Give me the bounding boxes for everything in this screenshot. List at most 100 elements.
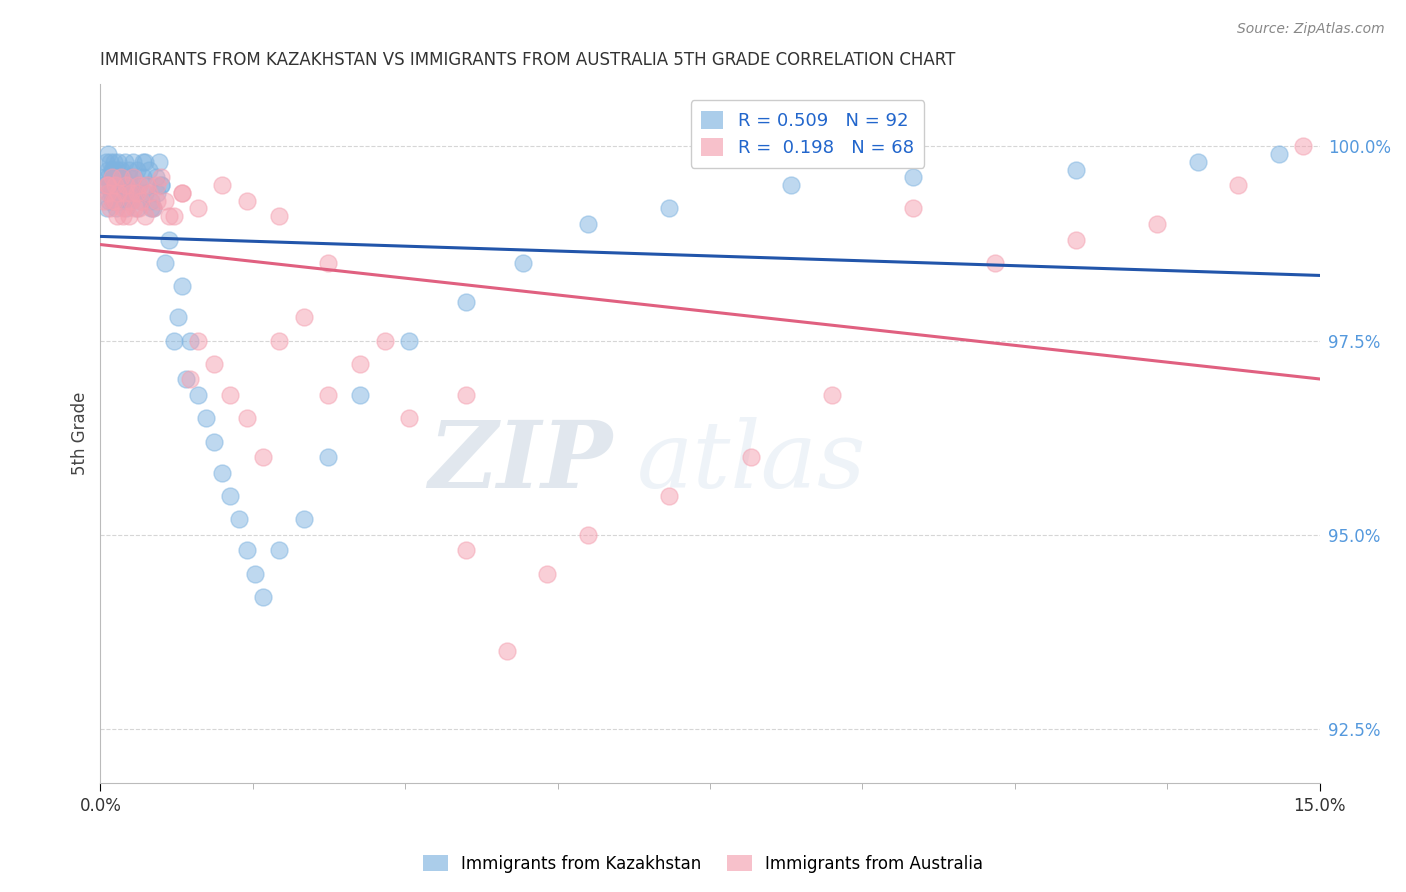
Point [495, 644, 517, 658]
Point [349, 388, 371, 402]
Point [98, 202, 121, 216]
Point [129, 194, 152, 208]
Point [121, 170, 143, 185]
Point [159, 209, 181, 223]
Point [134, 209, 156, 223]
Point [114, 186, 136, 200]
Point [104, 170, 127, 185]
Point [125, 202, 148, 216]
Point [110, 194, 132, 208]
Point [145, 170, 167, 185]
Point [219, 489, 242, 503]
Point [269, 209, 291, 223]
Point [292, 512, 315, 526]
Point [128, 202, 150, 216]
Point [1064, 162, 1087, 177]
Point [112, 209, 135, 223]
Point [658, 489, 681, 503]
Point [120, 194, 142, 208]
Point [121, 154, 143, 169]
Point [187, 202, 209, 216]
Point [97, 147, 120, 161]
Point [96, 178, 118, 193]
Point [97, 186, 120, 200]
Point [118, 170, 141, 185]
Point [179, 372, 201, 386]
Point [398, 411, 420, 425]
Point [195, 411, 218, 425]
Point [202, 434, 225, 449]
Point [124, 186, 146, 200]
Point [107, 170, 129, 185]
Point [162, 209, 184, 223]
Point [512, 256, 534, 270]
Point [150, 170, 173, 185]
Point [93, 178, 115, 193]
Point [235, 411, 257, 425]
Text: Source: ZipAtlas.com: Source: ZipAtlas.com [1237, 22, 1385, 37]
Point [96, 202, 118, 216]
Point [121, 170, 143, 185]
Point [134, 154, 156, 169]
Point [112, 202, 135, 216]
Point [120, 186, 142, 200]
Point [1146, 217, 1168, 231]
Point [104, 186, 127, 200]
Point [98, 194, 121, 208]
Point [112, 170, 135, 185]
Point [349, 357, 371, 371]
Point [100, 170, 122, 185]
Point [118, 178, 141, 193]
Point [235, 543, 257, 558]
Point [100, 170, 122, 185]
Point [903, 202, 925, 216]
Point [146, 194, 169, 208]
Point [398, 334, 420, 348]
Point [211, 466, 233, 480]
Point [142, 202, 165, 216]
Point [179, 334, 201, 348]
Point [780, 178, 803, 193]
Point [97, 170, 120, 185]
Point [235, 194, 257, 208]
Point [983, 256, 1005, 270]
Point [155, 256, 177, 270]
Point [170, 186, 193, 200]
Point [269, 334, 291, 348]
Point [202, 357, 225, 371]
Point [170, 186, 193, 200]
Point [103, 194, 125, 208]
Point [150, 178, 173, 193]
Point [174, 372, 197, 386]
Point [104, 202, 127, 216]
Point [101, 162, 124, 177]
Point [316, 388, 339, 402]
Point [536, 566, 558, 581]
Point [138, 186, 160, 200]
Point [98, 178, 121, 193]
Point [125, 186, 148, 200]
Point [104, 178, 127, 193]
Point [316, 450, 339, 464]
Point [155, 194, 177, 208]
Point [170, 279, 193, 293]
Point [146, 186, 169, 200]
Point [125, 186, 148, 200]
Point [97, 186, 120, 200]
Point [187, 334, 209, 348]
Point [1268, 147, 1291, 161]
Point [128, 178, 150, 193]
Point [146, 178, 169, 193]
Point [104, 194, 127, 208]
Point [316, 256, 339, 270]
Text: ZIP: ZIP [429, 417, 613, 507]
Point [93, 194, 115, 208]
Point [1064, 233, 1087, 247]
Point [134, 186, 156, 200]
Point [108, 186, 131, 200]
Point [243, 566, 266, 581]
Point [150, 178, 173, 193]
Legend: R = 0.509   N = 92, R =  0.198   N = 68: R = 0.509 N = 92, R = 0.198 N = 68 [690, 100, 924, 168]
Point [136, 178, 159, 193]
Point [903, 170, 925, 185]
